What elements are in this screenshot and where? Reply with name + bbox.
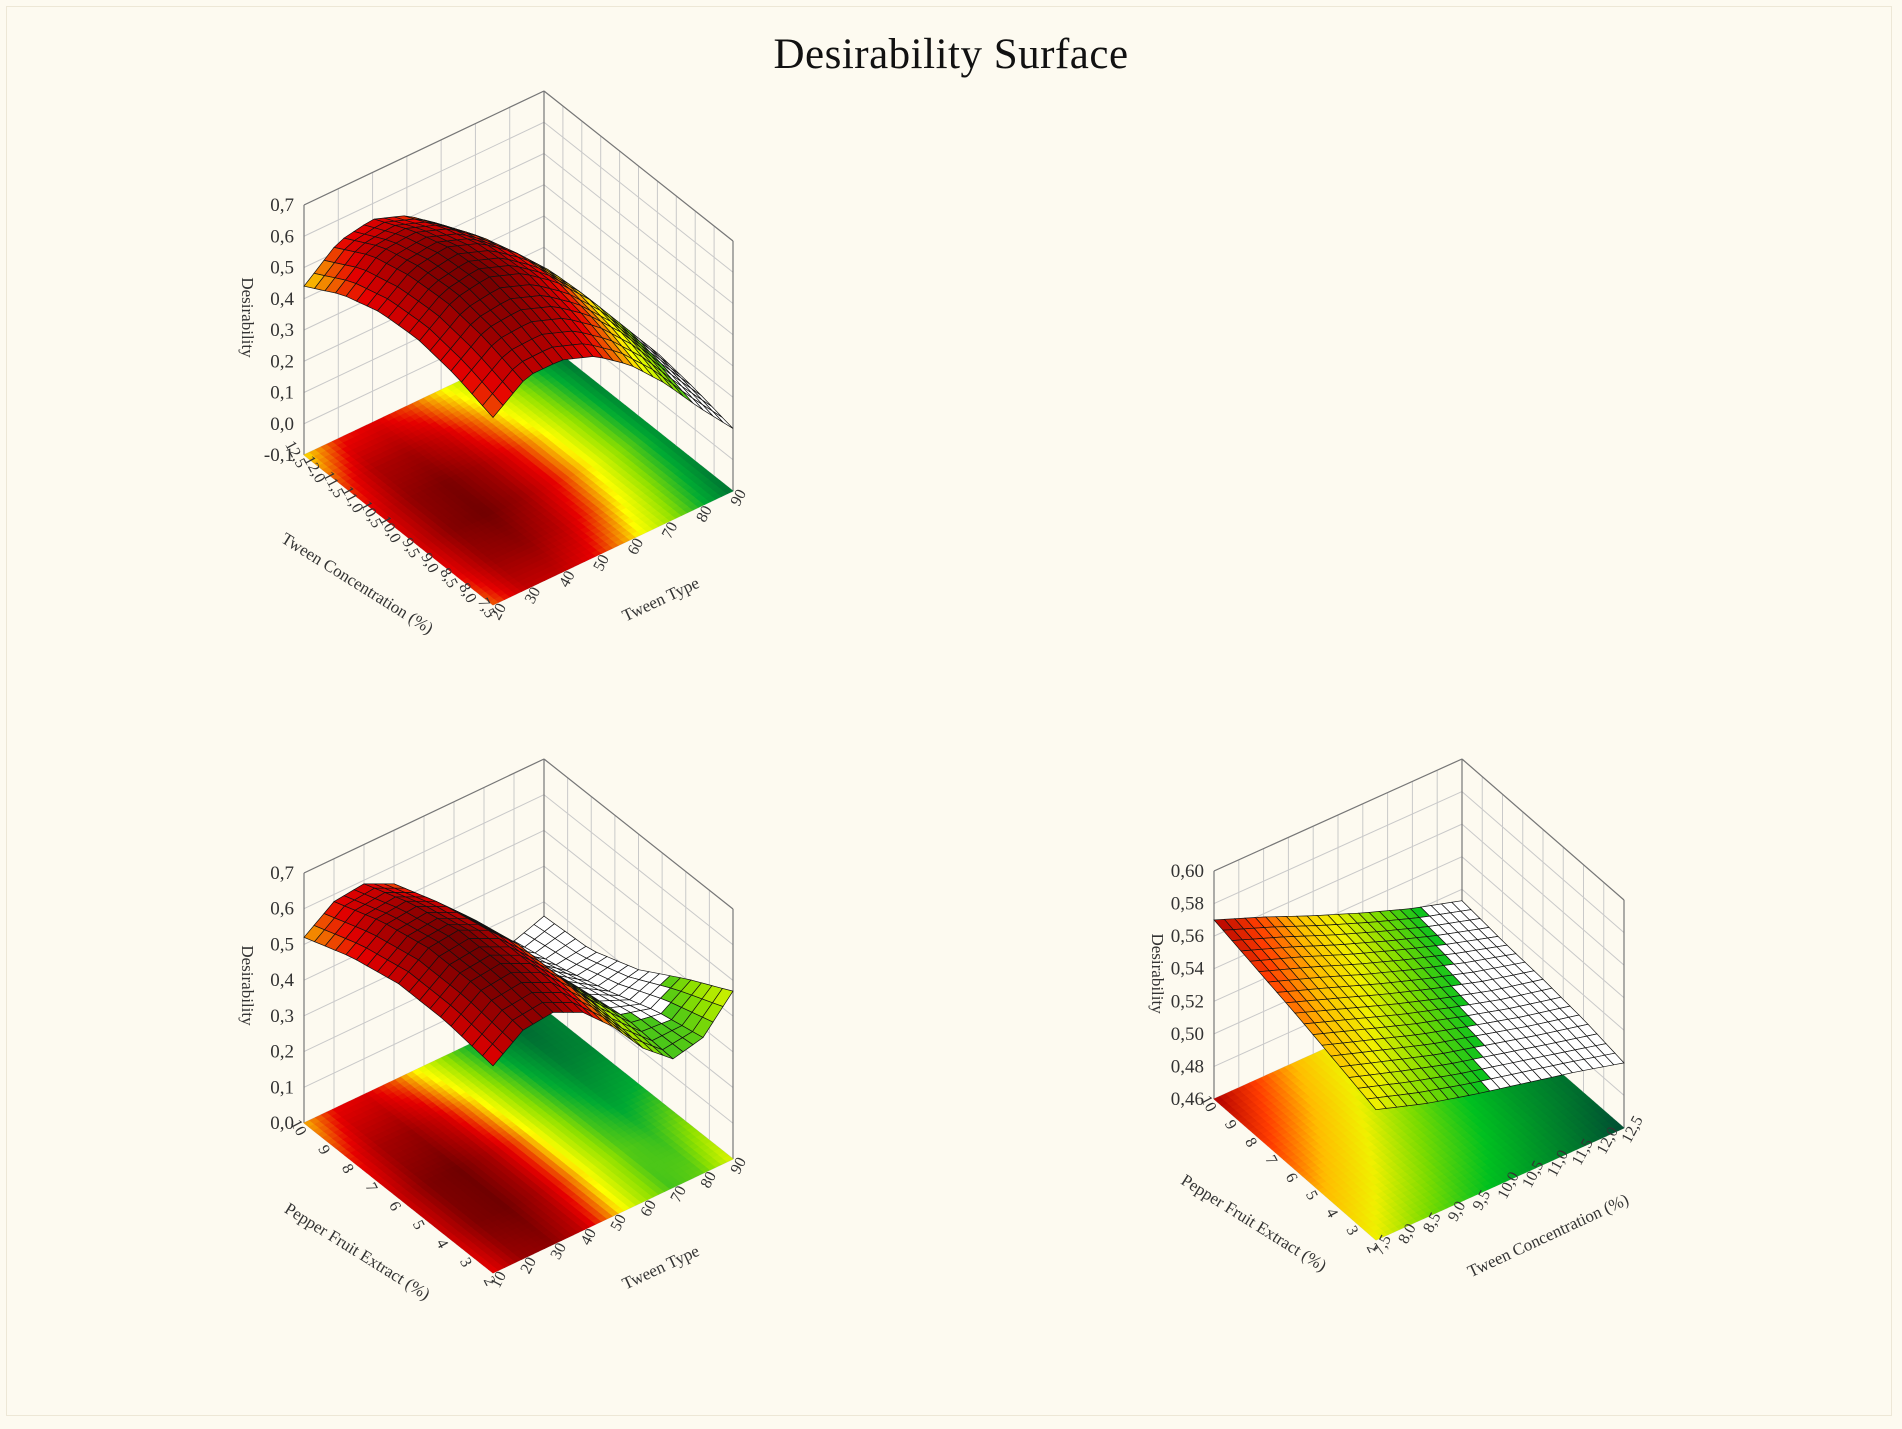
grid-line xyxy=(543,121,734,273)
z-tick-label: 0,1 xyxy=(270,383,294,404)
contour-floor xyxy=(303,340,734,606)
y-tick-label: 6 xyxy=(385,1199,404,1214)
z-axis-label: Desirability xyxy=(238,277,257,358)
grid-line xyxy=(543,184,734,336)
y-tick-label: 7 xyxy=(362,1180,381,1195)
x-axis-label: Tween Type xyxy=(619,573,702,625)
z-tick-label: 0,4 xyxy=(270,289,294,310)
z-tick-label: 0,4 xyxy=(270,970,294,991)
grid-line xyxy=(303,121,545,237)
z-tick-label: 0,5 xyxy=(270,258,294,279)
axis-line xyxy=(303,90,545,206)
y-tick-label: 3 xyxy=(456,1255,475,1270)
y-tick-label: 4 xyxy=(432,1236,451,1251)
figure-title: Desirability Surface xyxy=(773,31,1129,78)
z-tick-label: 0,7 xyxy=(270,863,294,884)
z-tick-label: 0,3 xyxy=(270,1006,294,1027)
axis-line xyxy=(543,90,734,242)
grid-line xyxy=(543,215,734,367)
z-tick-label: 0,0 xyxy=(270,414,294,435)
z-tick-label: 0,7 xyxy=(270,195,294,216)
surface-cell xyxy=(712,410,734,429)
surface-panel-3: 0,460,480,500,520,540,560,580,607,5 8,0 8,… xyxy=(1148,758,1647,1281)
y-tick-label: 8 xyxy=(338,1161,357,1176)
grid-line xyxy=(543,153,734,304)
z-tick-label: 0,1 xyxy=(270,1077,294,1098)
z-tick-label: 0,3 xyxy=(270,320,294,341)
z-tick-label: 0,6 xyxy=(270,226,294,247)
surface-panel-2: 0,00,10,20,30,40,50,60,71020304050607080… xyxy=(238,758,750,1304)
y-axis-label: Pepper Fruit Extract (%) xyxy=(281,1199,433,1304)
x-axis-label: Tween Type xyxy=(619,1241,702,1293)
grid-line xyxy=(543,246,734,398)
axis-box xyxy=(303,90,734,491)
z-tick-label: 0,5 xyxy=(270,934,294,955)
y-tick-label: 9 xyxy=(314,1143,333,1158)
z-tick-label: 0,2 xyxy=(270,1042,294,1063)
z-tick-label: 0,6 xyxy=(270,899,294,920)
z-tick-label: 0,2 xyxy=(270,351,294,372)
surface-panel-1: -0,10,00,10,20,30,40,50,60,7203040506070… xyxy=(238,90,750,638)
y-tick-label: 5 xyxy=(409,1218,428,1233)
z-axis-label: Desirability xyxy=(238,945,257,1026)
